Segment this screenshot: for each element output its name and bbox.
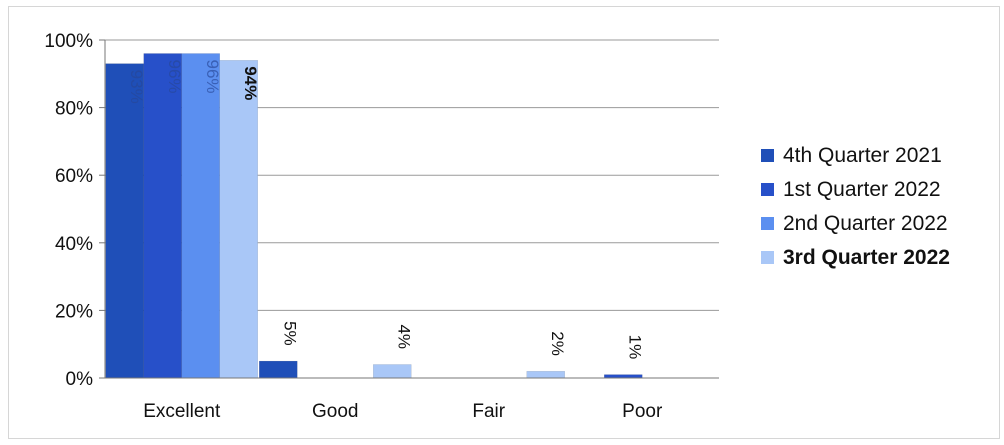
legend-swatch bbox=[761, 149, 774, 162]
bar bbox=[526, 370, 565, 379]
data-labels: 93% 96% 96% 94% 5% 4% 2% 1% bbox=[127, 60, 645, 360]
legend-label: 4th Quarter 2021 bbox=[783, 144, 942, 167]
data-label: 5% bbox=[280, 321, 299, 346]
y-tick-label: 20% bbox=[55, 301, 93, 322]
legend-label: 3rd Quarter 2022 bbox=[783, 246, 950, 269]
legend-label: 2nd Quarter 2022 bbox=[783, 212, 948, 235]
data-label: 96% bbox=[165, 60, 184, 94]
x-tick-label: Excellent bbox=[143, 401, 221, 422]
legend-swatch bbox=[761, 217, 774, 230]
bars bbox=[105, 53, 643, 379]
bar bbox=[105, 63, 144, 379]
bar bbox=[219, 60, 258, 379]
bar bbox=[604, 374, 643, 379]
legend: 4th Quarter 2021 1st Quarter 2022 2nd Quar… bbox=[761, 144, 950, 269]
x-tick-label: Poor bbox=[622, 401, 663, 422]
bar bbox=[373, 364, 412, 379]
y-tick-label: 60% bbox=[55, 166, 93, 187]
data-label: 1% bbox=[625, 335, 644, 360]
y-axis: 0% 20% 40% 60% 80% 100% bbox=[44, 31, 106, 390]
chart-frame: 0% 20% 40% 60% 80% 100% 93% 96% 96% 94% 5% 4% 2% 1% … bbox=[8, 6, 1000, 439]
x-axis: Excellent Good Fair Poor bbox=[105, 377, 719, 422]
y-tick-label: 80% bbox=[55, 99, 93, 120]
data-label: 96% bbox=[203, 60, 222, 94]
bar bbox=[143, 53, 182, 379]
legend-label: 1st Quarter 2022 bbox=[783, 178, 941, 201]
bar-chart: 0%20%40%60%80%100% 93% 96% 96% 94%5% 4% 2% 1% … bbox=[44, 31, 950, 422]
y-tick-label: 40% bbox=[55, 234, 93, 255]
data-label: 94% bbox=[241, 66, 260, 100]
data-label: 4% bbox=[394, 324, 413, 349]
y-tick-label: 100% bbox=[44, 31, 93, 52]
data-label: 2% bbox=[548, 331, 567, 356]
bar bbox=[259, 360, 298, 379]
legend-swatch bbox=[761, 251, 774, 264]
y-tick-label: 0% bbox=[66, 369, 94, 390]
legend-swatch bbox=[761, 183, 774, 196]
data-label: 93% bbox=[127, 70, 146, 104]
x-tick-label: Good bbox=[312, 401, 358, 422]
x-tick-label: Fair bbox=[472, 401, 505, 422]
bar bbox=[181, 53, 220, 379]
